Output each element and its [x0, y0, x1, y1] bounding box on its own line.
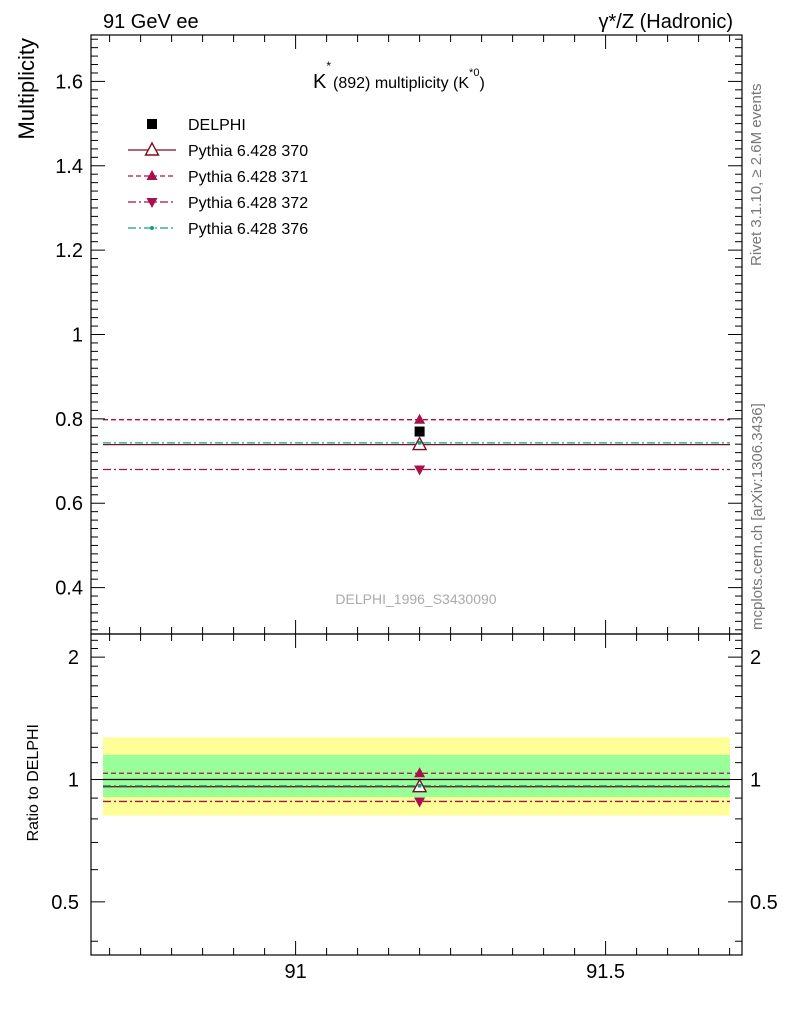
header-right: γ*/Z (Hadronic) [599, 11, 733, 33]
ratio-axis-ticks: 0.5 0.5 1 1 2 2 91 91.5 [51, 639, 778, 983]
main-axis-ticks: 0.4 0.6 0.8 1 1.2 1.4 1.6 [55, 35, 742, 955]
data-marker-delphi [414, 426, 425, 437]
ratio-marker-3 [417, 783, 422, 788]
ratio-markers [411, 767, 428, 808]
title-k: K [313, 71, 327, 93]
main-marker-1 [414, 413, 426, 424]
title-end: ) [479, 75, 484, 92]
analysis-watermark: DELPHI_1996_S3430090 [335, 591, 496, 607]
main-markers [411, 413, 428, 476]
main-ytick-label: 0.6 [55, 493, 83, 515]
mcplots-label: mcplots.cern.ch [arXiv:1306.3436] [749, 403, 766, 630]
legend-marker-4 [150, 226, 154, 230]
ratio-frame [90, 633, 743, 956]
header-left: 91 GeV ee [103, 11, 199, 33]
main-ylabel: Multiplicity [14, 38, 39, 139]
rivet-label: Rivet 3.1.10, ≥ 2.6M events [748, 84, 765, 267]
main-title: K*(892) multiplicity (K*0) [313, 59, 485, 93]
xtick-label: 91 [284, 961, 306, 983]
title-star0: *0 [469, 67, 479, 79]
main-ytick-label: 1.6 [55, 71, 83, 93]
xtick-label: 91.5 [586, 961, 625, 983]
title-rest: (892) multiplicity (K [333, 75, 469, 92]
main-ytick-label: 1 [72, 325, 83, 347]
title-star: * [326, 59, 331, 73]
ratio-ytick-label-right: 0.5 [750, 892, 778, 914]
legend-marker-2 [146, 170, 158, 180]
legend-marker-3 [146, 198, 158, 208]
ratio-ytick-label-right: 2 [750, 647, 761, 669]
main-ytick-label: 0.8 [55, 409, 83, 431]
main-marker-2 [414, 465, 426, 476]
ratio-marker-1 [414, 767, 426, 778]
ratio-ytick-label-right: 1 [750, 769, 761, 791]
ratio-ytick-label: 0.5 [51, 892, 79, 914]
ratio-ytick-label: 2 [68, 647, 79, 669]
legend: DELPHI Pythia 6.428 370 Pythia 6.428 371 Py… [128, 117, 308, 238]
main-ytick-label: 1.2 [55, 240, 83, 262]
legend-marker-1 [144, 141, 160, 156]
legend-marker-0 [147, 119, 157, 129]
main-ytick-label: 0.4 [55, 578, 83, 600]
legend-label-1: Pythia 6.428 370 [188, 143, 308, 160]
legend-label-0: DELPHI [188, 117, 246, 134]
main-ytick-label: 1.4 [55, 156, 83, 178]
ratio-ytick-label: 1 [68, 769, 79, 791]
legend-label-3: Pythia 6.428 372 [188, 195, 308, 212]
ratio-ylabel: Ratio to DELPHI [25, 724, 42, 841]
main-marker-3 [417, 440, 422, 445]
legend-label-2: Pythia 6.428 371 [188, 169, 308, 186]
ratio-marker-2 [414, 797, 426, 808]
legend-label-4: Pythia 6.428 376 [188, 221, 308, 238]
